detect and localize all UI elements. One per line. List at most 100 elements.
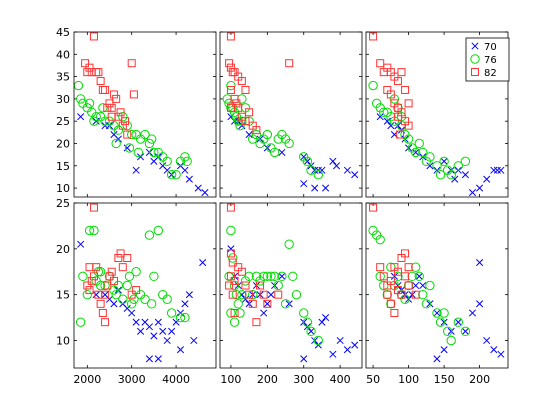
point-76: [453, 161, 463, 171]
legend-marker-82: [471, 68, 479, 76]
point-82: [252, 126, 261, 135]
point-70: [454, 318, 462, 326]
point-70: [234, 281, 242, 290]
point-70: [419, 281, 427, 290]
point-70: [150, 332, 158, 340]
point-82: [118, 121, 127, 130]
point-70: [145, 323, 153, 331]
point-76: [231, 289, 242, 300]
point-76: [122, 280, 132, 291]
x-tick-label: 200: [257, 373, 278, 386]
point-70: [468, 188, 477, 197]
point-82: [103, 281, 112, 290]
point-76: [407, 271, 417, 282]
points: [368, 32, 505, 197]
legend-marker-76: [470, 54, 480, 64]
point-70: [271, 281, 279, 290]
point-82: [85, 286, 94, 295]
point-82: [226, 249, 235, 258]
point-76: [439, 308, 449, 318]
point-76: [226, 308, 236, 318]
point-82: [393, 267, 402, 276]
point-70: [185, 291, 193, 299]
point-76: [248, 289, 258, 300]
point-70: [307, 327, 315, 335]
point-70: [263, 300, 271, 308]
point-70: [168, 327, 176, 335]
point-76: [124, 143, 135, 153]
point-82: [101, 290, 110, 299]
point-82: [241, 281, 250, 290]
point-82: [383, 290, 392, 299]
point-82: [369, 203, 378, 212]
point-82: [376, 59, 385, 68]
point-82: [386, 90, 395, 99]
point-76: [403, 134, 414, 144]
point-82: [401, 272, 410, 281]
point-76: [78, 271, 88, 282]
point-70: [163, 336, 171, 345]
point-82: [263, 299, 272, 308]
panel-background: [220, 203, 362, 368]
point-70: [433, 309, 441, 317]
point-70: [300, 153, 308, 161]
point-70: [332, 162, 341, 170]
point-82: [89, 272, 98, 281]
point-70: [137, 153, 145, 161]
point-76: [269, 271, 280, 282]
point-76: [368, 80, 378, 91]
point-82: [237, 77, 246, 86]
point-70: [412, 281, 420, 290]
point-76: [228, 253, 238, 263]
y-tick-label: 40: [56, 48, 70, 61]
point-82: [241, 117, 250, 126]
point-70: [132, 166, 140, 174]
point-70: [405, 144, 413, 152]
x-tick-label: 150: [434, 373, 455, 386]
point-76: [302, 156, 313, 167]
point-82: [369, 32, 378, 41]
point-76: [224, 271, 234, 282]
point-70: [300, 318, 308, 326]
point-70: [343, 166, 351, 174]
point-82: [230, 94, 239, 103]
point-76: [266, 271, 276, 282]
panel-background: [220, 32, 362, 197]
point-76: [299, 308, 309, 318]
points: [224, 203, 359, 363]
x-tick-label: 4000: [162, 373, 190, 386]
point-70: [490, 166, 498, 174]
point-76: [418, 147, 428, 158]
ticks-layer: 2000 3000 4000 100 200 300 400 50 100 150 200 10 15 2…: [56, 26, 490, 386]
point-82: [256, 281, 265, 290]
point-76: [126, 299, 137, 309]
point-76: [284, 138, 294, 149]
point-82: [230, 309, 239, 317]
point-82: [132, 286, 141, 295]
point-70: [383, 117, 391, 125]
point-70: [351, 341, 359, 349]
point-70: [132, 318, 140, 326]
point-82: [245, 290, 254, 299]
point-82: [123, 130, 132, 139]
point-70: [461, 327, 469, 335]
point-76: [180, 152, 190, 162]
point-76: [386, 262, 396, 272]
point-82: [109, 90, 118, 99]
y-tick-label: 15: [56, 160, 70, 173]
point-70: [440, 346, 448, 354]
points: [222, 32, 359, 192]
point-82: [103, 103, 112, 112]
point-70: [440, 318, 448, 326]
point-82: [105, 99, 114, 108]
point-76: [442, 326, 453, 337]
point-82: [94, 68, 103, 77]
point-76: [291, 289, 302, 300]
point-76: [146, 299, 157, 309]
point-82: [114, 254, 123, 262]
point-70: [376, 113, 384, 121]
point-76: [439, 156, 449, 167]
point-70: [415, 272, 423, 280]
point-70: [426, 162, 434, 170]
panel-frame: [219, 202, 363, 369]
